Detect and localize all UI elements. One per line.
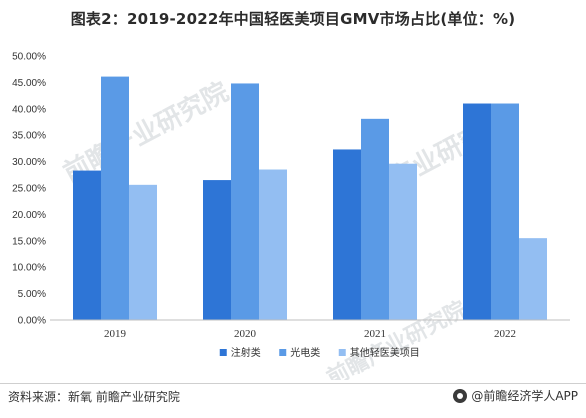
bar-其他轻医美项目-2021 <box>389 163 417 320</box>
legend-swatch <box>219 349 227 356</box>
bar-注射类-2022 <box>463 103 491 321</box>
brand-credit: @前瞻经济学人APP <box>453 387 578 404</box>
y-tick-label: 20.00% <box>12 210 46 221</box>
y-tick-label: 40.00% <box>12 104 46 115</box>
bar-其他轻医美项目-2019 <box>129 184 157 320</box>
y-tick-label: 35.00% <box>12 131 46 142</box>
x-category-label: 2022 <box>494 328 516 340</box>
y-tick-label: 15.00% <box>12 236 46 247</box>
legend-label: 光电类 <box>290 346 320 359</box>
bar-其他轻医美项目-2022 <box>519 238 547 320</box>
footer-divider <box>0 383 586 384</box>
x-category-label: 2019 <box>104 328 127 340</box>
legend-label: 注射类 <box>231 346 261 359</box>
x-category-label: 2020 <box>234 328 257 340</box>
y-tick-label: 45.00% <box>12 78 46 89</box>
y-tick-label: 0.00% <box>18 316 46 327</box>
source-note: 资料来源：新氧 前瞻产业研究院 <box>8 390 180 404</box>
bars-layer <box>73 76 547 321</box>
chart-title: 图表2：2019-2022年中国轻医美项目GMV市场占比(单位：%) <box>70 10 516 28</box>
bar-注射类-2020 <box>203 180 231 320</box>
bar-注射类-2019 <box>73 170 101 320</box>
y-tick-label: 5.00% <box>18 289 46 300</box>
bar-光电类-2020 <box>231 83 259 321</box>
legend: 注射类 光电类 其他轻医美项目 <box>219 346 420 359</box>
y-tick-label: 50.00% <box>12 52 46 63</box>
y-axis: 0.00% 5.00% 10.00% 15.00% 20.00% 25.00% 30.00%… <box>12 52 46 327</box>
y-tick-label: 25.00% <box>12 184 46 195</box>
y-tick-label: 10.00% <box>12 263 46 274</box>
legend-swatch <box>338 349 346 356</box>
bar-注射类-2021 <box>333 149 361 320</box>
x-category-label: 2021 <box>364 328 386 340</box>
x-axis: 2019 2020 2021 2022 <box>50 319 570 340</box>
legend-label: 其他轻医美项目 <box>350 346 420 359</box>
legend-swatch <box>279 349 287 356</box>
y-tick-label: 30.00% <box>12 157 46 168</box>
bar-其他轻医美项目-2020 <box>259 169 287 320</box>
bar-光电类-2019 <box>101 76 129 320</box>
brand-text: @前瞻经济学人APP <box>471 389 578 403</box>
brand-logo-icon <box>453 388 468 403</box>
bar-光电类-2021 <box>361 118 389 320</box>
bar-光电类-2022 <box>491 103 519 321</box>
